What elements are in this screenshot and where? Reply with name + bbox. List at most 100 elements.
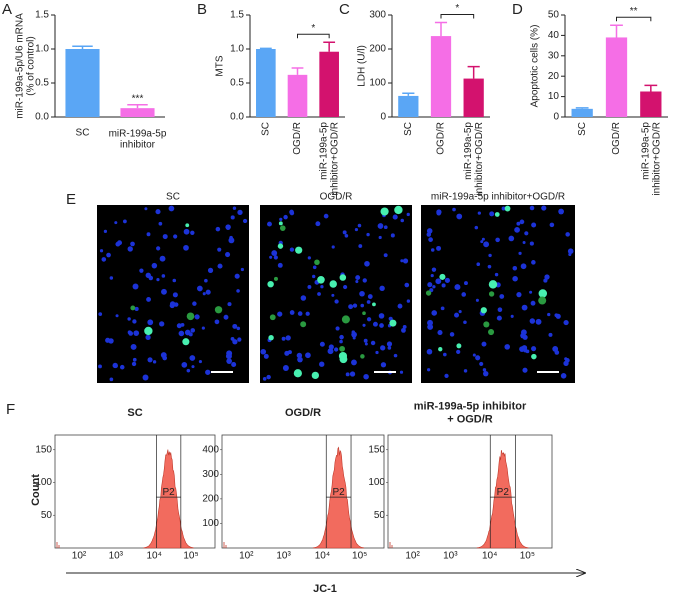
error-bar xyxy=(467,65,480,79)
nucleus xyxy=(161,274,166,278)
nucleus xyxy=(232,206,237,210)
nucleus xyxy=(529,205,535,211)
nucleus xyxy=(151,262,158,269)
nucleus xyxy=(355,275,361,281)
nucleus xyxy=(435,278,442,285)
nucleus xyxy=(263,353,269,359)
nucleus xyxy=(342,230,347,235)
nucleus xyxy=(130,343,137,350)
stained-cell xyxy=(538,296,547,305)
panel-letter: C xyxy=(339,1,350,18)
nucleus xyxy=(366,232,370,237)
stained-cell xyxy=(439,273,446,280)
y-tick-label: 200 xyxy=(369,44,386,55)
nucleus xyxy=(331,245,335,249)
nucleus xyxy=(186,368,191,373)
stained-cell xyxy=(295,246,303,254)
nucleus xyxy=(362,323,366,327)
x-tick-label: 10⁵ xyxy=(520,551,535,562)
nucleus xyxy=(355,279,359,284)
nucleus xyxy=(488,253,492,258)
x-tick-label: 10² xyxy=(72,551,87,562)
nucleus xyxy=(287,350,292,355)
nucleus xyxy=(378,235,382,240)
stained-cell xyxy=(278,221,283,226)
nucleus xyxy=(521,304,528,311)
nucleus xyxy=(147,357,153,363)
nucleus xyxy=(327,348,334,355)
y-tick-label: 30 xyxy=(548,50,560,61)
nucleus xyxy=(565,232,570,237)
nucleus xyxy=(147,319,154,326)
nucleus xyxy=(331,293,335,297)
nucleus xyxy=(226,358,232,365)
nucleus xyxy=(430,273,434,278)
stained-cell xyxy=(338,351,348,361)
stained-cell xyxy=(483,321,490,328)
nucleus xyxy=(464,281,468,286)
stained-cell xyxy=(267,280,274,288)
nucleus xyxy=(305,352,311,359)
y-tick-label: 50 xyxy=(374,510,386,521)
nucleus xyxy=(237,337,242,342)
y-tick-label: 0.0 xyxy=(230,112,244,123)
nucleus xyxy=(115,314,119,318)
nucleus xyxy=(554,350,560,355)
nucleus xyxy=(192,301,197,306)
nucleus xyxy=(440,306,445,311)
stained-cell xyxy=(456,343,462,349)
nucleus xyxy=(196,285,203,292)
nucleus xyxy=(535,318,542,325)
nucleus xyxy=(323,213,329,219)
x-tick-label: 10³ xyxy=(109,551,124,562)
y-tick-label: 1.0 xyxy=(230,44,244,55)
nucleus xyxy=(127,317,131,321)
nucleus xyxy=(519,219,525,225)
nucleus xyxy=(477,211,481,215)
x-axis-label: JC-1 xyxy=(313,583,337,595)
nucleus xyxy=(339,334,344,340)
nucleus xyxy=(402,324,407,329)
x-tick-label: OGD/R xyxy=(436,122,447,155)
y-tick-label: 20 xyxy=(548,71,560,82)
nucleus xyxy=(159,321,165,327)
nucleus xyxy=(134,306,139,311)
nucleus xyxy=(363,338,368,343)
nucleus xyxy=(516,292,522,298)
error-bar xyxy=(127,104,148,109)
nucleus xyxy=(156,246,161,251)
stained-cell xyxy=(438,347,443,352)
nucleus xyxy=(109,377,114,382)
nucleus xyxy=(482,368,487,372)
nucleus xyxy=(442,352,447,357)
nucleus xyxy=(564,357,568,361)
significance-bracket xyxy=(440,13,475,19)
nucleus xyxy=(266,374,271,380)
nucleus xyxy=(397,303,403,309)
nucleus xyxy=(333,347,339,352)
nucleus xyxy=(339,339,343,344)
nucleus xyxy=(205,369,211,375)
nucleus xyxy=(563,360,569,367)
x-tick-label: 10⁵ xyxy=(352,551,367,562)
nucleus xyxy=(567,248,574,254)
image-background xyxy=(260,205,412,383)
nucleus xyxy=(555,313,561,319)
x-tick-label: miR-199a-5p inhibitor xyxy=(109,128,167,150)
y-tick-label: 40 xyxy=(548,30,560,41)
bar xyxy=(463,78,484,117)
histogram-title: miR-199a-5p inhibitor + OGD/R xyxy=(414,400,527,425)
x-tick-label: OGD/R xyxy=(292,122,303,155)
nucleus xyxy=(560,373,567,379)
nucleus xyxy=(399,370,404,374)
stained-cell xyxy=(360,354,365,359)
nucleus xyxy=(108,338,114,344)
y-tick-label: 1.5 xyxy=(35,10,49,21)
image-title: miR-199a-5p inhibitor+OGD/R xyxy=(431,192,565,203)
x-tick-label: 10⁴ xyxy=(315,551,330,562)
nucleus xyxy=(393,353,398,358)
nucleus xyxy=(430,248,435,252)
nucleus xyxy=(380,362,387,368)
nucleus xyxy=(273,255,278,260)
baseline-events xyxy=(223,542,227,548)
